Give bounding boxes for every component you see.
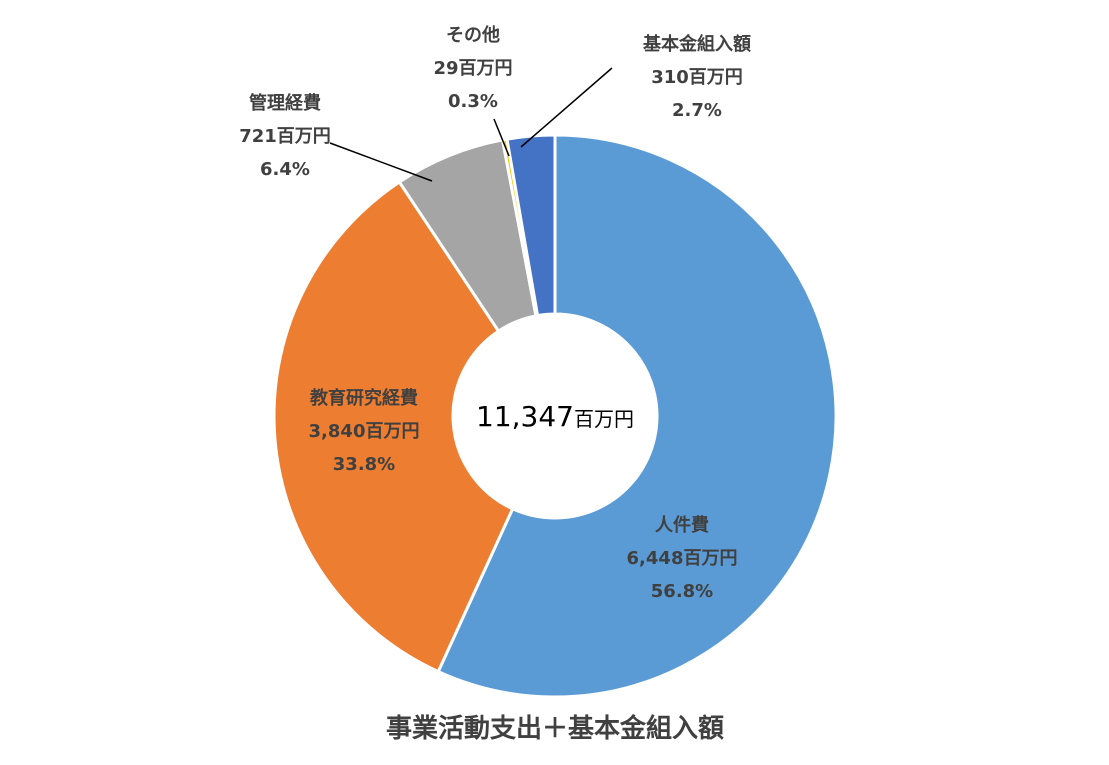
slice-label-value: 310百万円 xyxy=(651,67,743,88)
slice-label-name: 管理経費 xyxy=(249,92,321,114)
slice-label-percent: 0.3% xyxy=(448,91,498,112)
center-total-unit: 百万円 xyxy=(574,407,634,431)
slice-label-name: 人件費 xyxy=(655,514,709,536)
slice-label-percent: 56.8% xyxy=(651,581,713,602)
slice-1 xyxy=(436,133,838,699)
slice-label-1: 人件費 6,448百万円 56.8% xyxy=(627,514,738,602)
leader-line-3 xyxy=(329,142,433,182)
slice-label-percent: 6.4% xyxy=(260,159,310,180)
leader-line-4 xyxy=(493,118,510,157)
slices-layer xyxy=(272,133,838,699)
slice-label-value: 3,840百万円 xyxy=(309,421,420,442)
slice-label-name: その他 xyxy=(446,24,500,46)
slice-label-name: 基本金組入額 xyxy=(642,33,751,55)
slice-label-3: 管理経費 721百万円 6.4% xyxy=(239,92,331,180)
slice-label-2: 教育研究経費 3,840百万円 33.8% xyxy=(309,387,420,475)
slice-2 xyxy=(272,179,515,674)
slice-label-percent: 2.7% xyxy=(672,100,722,121)
slice-5 xyxy=(505,133,557,318)
chart-title: 事業活動支出＋基本金組入額 xyxy=(386,713,724,744)
slice-label-value: 29百万円 xyxy=(433,58,512,79)
slice-label-5: 基本金組入額 310百万円 2.7% xyxy=(642,33,751,121)
slice-label-name: 教育研究経費 xyxy=(310,387,418,409)
slice-label-4: その他 29百万円 0.3% xyxy=(433,24,512,112)
slice-label-percent: 33.8% xyxy=(333,454,395,475)
slice-label-value: 721百万円 xyxy=(239,126,331,147)
leader-lines-layer xyxy=(329,67,613,182)
slice-label-value: 6,448百万円 xyxy=(627,548,738,569)
center-total-value: 11,347 xyxy=(476,400,574,433)
leader-line-5 xyxy=(520,67,613,148)
center-total: 11,347百万円 xyxy=(476,400,634,433)
data-labels-layer: 人件費 6,448百万円 56.8% 教育研究経費 3,840百万円 33.8% 管理経費 7… xyxy=(239,24,751,602)
